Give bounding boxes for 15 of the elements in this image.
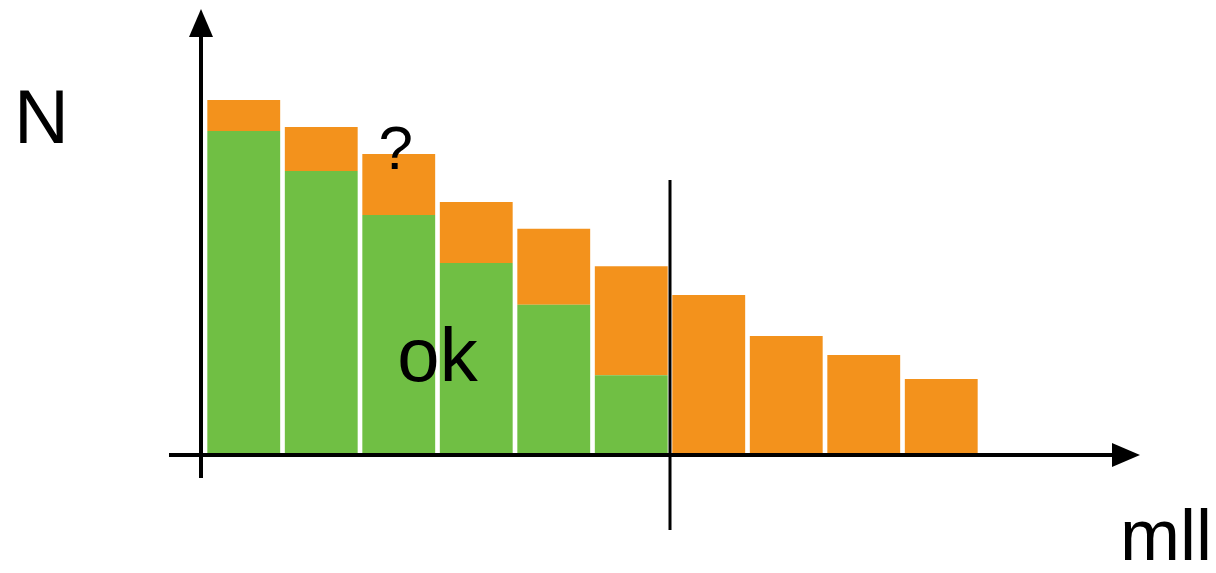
- bar: [594, 375, 668, 455]
- y-axis-title: N: [14, 73, 69, 159]
- bar: [827, 354, 901, 455]
- bar: [284, 126, 358, 171]
- bar: [517, 304, 591, 455]
- bar: [284, 171, 358, 455]
- bar: [672, 294, 746, 455]
- bar: [749, 336, 823, 455]
- bar: [904, 379, 978, 455]
- x-axis-title: mll: [1120, 494, 1212, 573]
- bar: [594, 266, 668, 376]
- bar: [207, 100, 281, 131]
- bar: [439, 201, 513, 263]
- bar: [517, 228, 591, 305]
- bar: [207, 130, 281, 455]
